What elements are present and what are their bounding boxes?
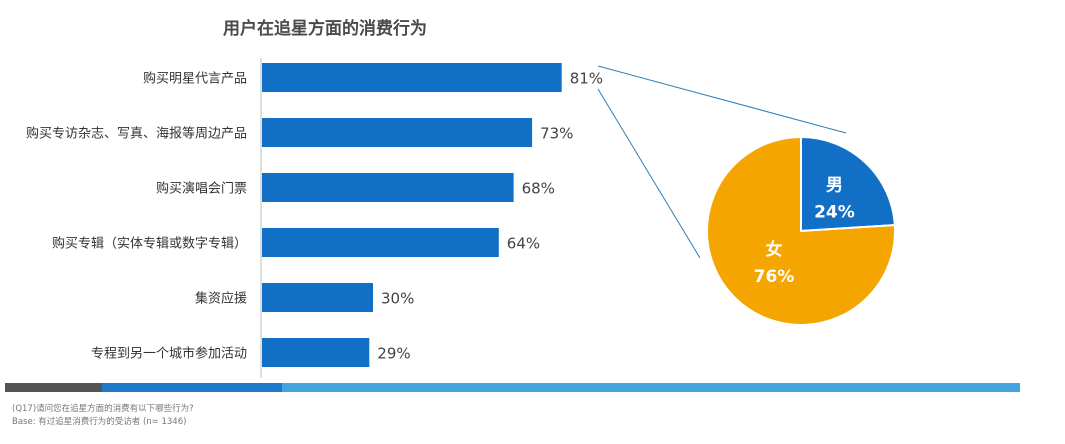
footer-band-dark <box>5 383 102 392</box>
category-label-2: 购买演唱会门票 <box>156 181 247 197</box>
pie-value-0: 24% <box>814 202 855 222</box>
value-label-1: 73% <box>540 125 573 143</box>
value-label-3: 64% <box>507 235 540 253</box>
bar-4 <box>262 283 373 312</box>
value-label-5: 29% <box>377 345 410 363</box>
value-label-2: 68% <box>522 180 555 198</box>
pie-slice-1 <box>706 135 896 326</box>
bar-0 <box>262 63 562 92</box>
connector-line-bottom <box>597 88 701 259</box>
category-label-1: 购买专访杂志、写真、海报等周边产品 <box>26 126 247 142</box>
footnote-base: Base: 有过追星消费行为的受访者 (n= 1346) <box>12 417 187 427</box>
category-label-3: 购买专辑（实体专辑或数字专辑） <box>52 236 247 252</box>
value-label-4: 30% <box>381 290 414 308</box>
footnote-question: (Q17)请问您在追星方面的消费有以下哪些行为? <box>12 404 194 414</box>
pie-label-1: 女 <box>765 239 782 260</box>
footer-band-mid <box>102 383 282 392</box>
bar-2 <box>262 173 514 202</box>
chart-canvas: 购买明星代言产品 81% 购买专访杂志、写真、海报等周边产品 73% 购买演唱会门票 68… <box>26 58 896 378</box>
connector-line-top <box>597 65 847 134</box>
pie-label-0: 男 <box>826 175 843 195</box>
pie-value-1: 76% <box>754 267 795 287</box>
chart-title: 用户在追星方面的消费行为 <box>223 19 427 39</box>
category-label-5: 专程到另一个城市参加活动 <box>91 346 247 362</box>
bar-3 <box>262 228 499 257</box>
bar-5 <box>262 338 370 367</box>
category-label-4: 集资应援 <box>195 291 247 307</box>
category-label-0: 购买明星代言产品 <box>143 71 247 87</box>
footer-band-light <box>282 383 1020 392</box>
value-label-0: 81% <box>570 70 603 88</box>
pie-slice-0 <box>800 135 896 233</box>
bar-1 <box>262 118 533 147</box>
